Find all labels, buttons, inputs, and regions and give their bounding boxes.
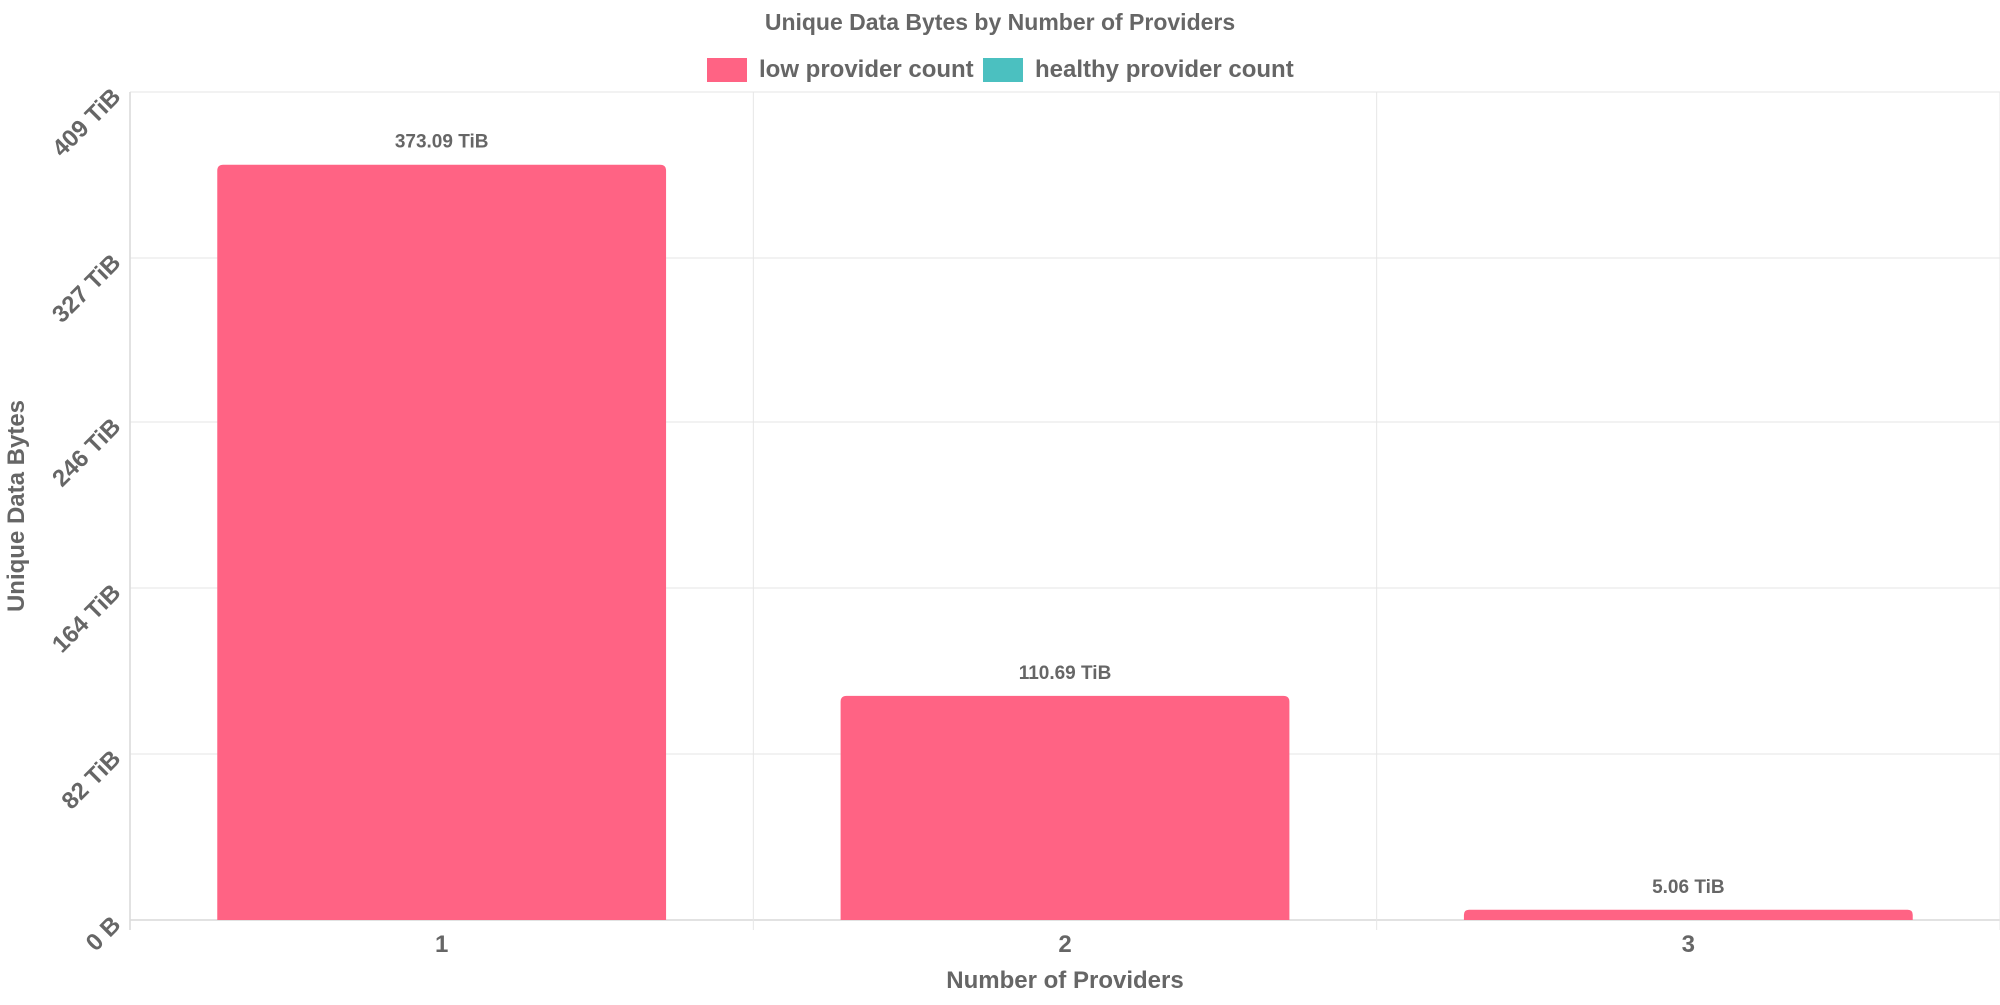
y-axis-ticks: 0 B 82 TiB 164 TiB 246 TiB 327 TiB 409 TiB xyxy=(47,83,126,957)
x-tick-label-2: 2 xyxy=(1058,931,1071,958)
legend-label-healthy-provider-count: healthy provider count xyxy=(1035,56,1294,83)
y-tick-label: 246 TiB xyxy=(47,413,126,492)
data-label-1: 373.09 TiB xyxy=(395,132,489,153)
x-axis-ticks: 1 2 3 xyxy=(435,931,1695,958)
x-axis-title: Number of Providers xyxy=(946,967,1183,994)
data-labels-group: 373.09 TiB 110.69 TiB 5.06 TiB xyxy=(395,132,1725,898)
bars-group xyxy=(217,164,1913,920)
x-tick-label-1: 1 xyxy=(435,931,448,958)
bar-1[interactable] xyxy=(217,164,667,920)
y-tick-label: 82 TiB xyxy=(57,745,127,815)
data-label-2: 110.69 TiB xyxy=(1019,663,1112,684)
bar-3[interactable] xyxy=(1463,909,1913,920)
y-tick-label: 0 B xyxy=(81,911,127,957)
y-tick-label: 164 TiB xyxy=(47,579,126,658)
data-label-3: 5.06 TiB xyxy=(1652,877,1725,898)
legend: low provider count healthy provider coun… xyxy=(707,56,1294,83)
chart-title: Unique Data Bytes by Number of Providers xyxy=(765,9,1235,35)
legend-swatch-healthy-provider-count xyxy=(983,58,1023,82)
y-tick-label: 327 TiB xyxy=(47,249,126,328)
legend-item-healthy-provider-count[interactable]: healthy provider count xyxy=(983,56,1294,83)
legend-label-low-provider-count: low provider count xyxy=(759,56,974,83)
legend-item-low-provider-count[interactable]: low provider count xyxy=(707,56,974,83)
bar-2[interactable] xyxy=(840,695,1290,920)
x-tick-label-3: 3 xyxy=(1682,931,1695,958)
y-axis-title: Unique Data Bytes xyxy=(3,400,30,612)
legend-swatch-low-provider-count xyxy=(707,58,747,82)
y-tick-label: 409 TiB xyxy=(47,83,126,162)
